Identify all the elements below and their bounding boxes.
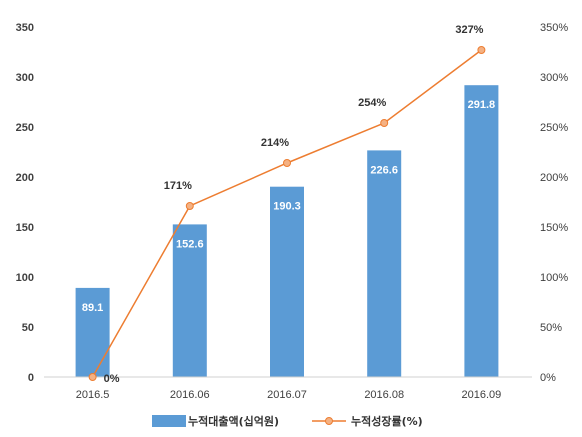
y-right-tick-label: 250% — [540, 122, 568, 134]
legend-label-bar: 누적대출액(십억원) — [188, 414, 279, 428]
y-right-tick-label: 150% — [540, 222, 568, 234]
line-point — [380, 119, 389, 127]
x-axis: 2016.5 2016.06 2016.07 2016.08 2016.09 — [76, 389, 502, 401]
y-left-tick-label: 150 — [16, 222, 34, 234]
y-right-tick-label: 0% — [540, 372, 556, 384]
x-tick-label: 2016.06 — [170, 389, 210, 401]
x-tick-label: 2016.5 — [76, 389, 110, 401]
line-point — [283, 159, 291, 167]
x-tick-label: 2016.07 — [267, 389, 307, 401]
bar — [270, 186, 304, 377]
y-left-tick-label: 300 — [16, 72, 34, 84]
bar-series: 89.1 152.6 190.3 226.6 291.8 — [75, 85, 499, 377]
y-left-tick-label: 250 — [16, 122, 34, 134]
y-left-tick-label: 100 — [16, 272, 34, 284]
y-left-tick-label: 350 — [16, 22, 34, 34]
line-point — [477, 46, 486, 54]
legend-swatch-bar — [152, 415, 186, 427]
bar — [172, 224, 207, 377]
line-point-label: 214% — [261, 137, 289, 149]
legend-label-line: 누적성장률(%) — [351, 414, 423, 428]
y-right-tick-label: 350% — [540, 22, 568, 34]
bar-value-label: 152.6 — [176, 238, 204, 250]
right-axis: 0% 50% 100% 150% 200% 250% 300% 350% — [540, 22, 568, 384]
line-point-label: 254% — [358, 97, 386, 109]
y-right-tick-label: 50% — [540, 322, 562, 334]
line-point-label: 171% — [164, 180, 192, 192]
y-right-tick-label: 300% — [540, 72, 568, 84]
x-tick-label: 2016.09 — [462, 389, 502, 401]
line-point — [185, 202, 194, 210]
legend: 누적대출액(십억원) 누적성장률(%) — [152, 414, 423, 428]
bar — [464, 85, 499, 377]
x-tick-label: 2016.08 — [364, 389, 404, 401]
bar-value-label: 226.6 — [370, 164, 398, 176]
bar-value-label: 89.1 — [82, 302, 103, 314]
line-point-label: 327% — [455, 24, 483, 36]
line-point-label: 0% — [104, 373, 120, 385]
y-left-tick-label: 50 — [22, 322, 34, 334]
y-left-tick-label: 200 — [16, 172, 34, 184]
y-left-tick-label: 0 — [28, 372, 34, 384]
line-series: 0% 171% 214% 254% 327% — [88, 24, 486, 385]
y-right-tick-label: 100% — [540, 272, 568, 284]
left-axis: 0 50 100 150 200 250 300 350 — [16, 22, 34, 384]
line-point — [88, 373, 97, 381]
bar — [367, 150, 402, 377]
y-right-tick-label: 200% — [540, 172, 568, 184]
bar-value-label: 291.8 — [468, 99, 496, 111]
bar — [75, 287, 110, 377]
bar-value-label: 190.3 — [273, 201, 301, 213]
legend-swatch-marker — [325, 417, 333, 425]
